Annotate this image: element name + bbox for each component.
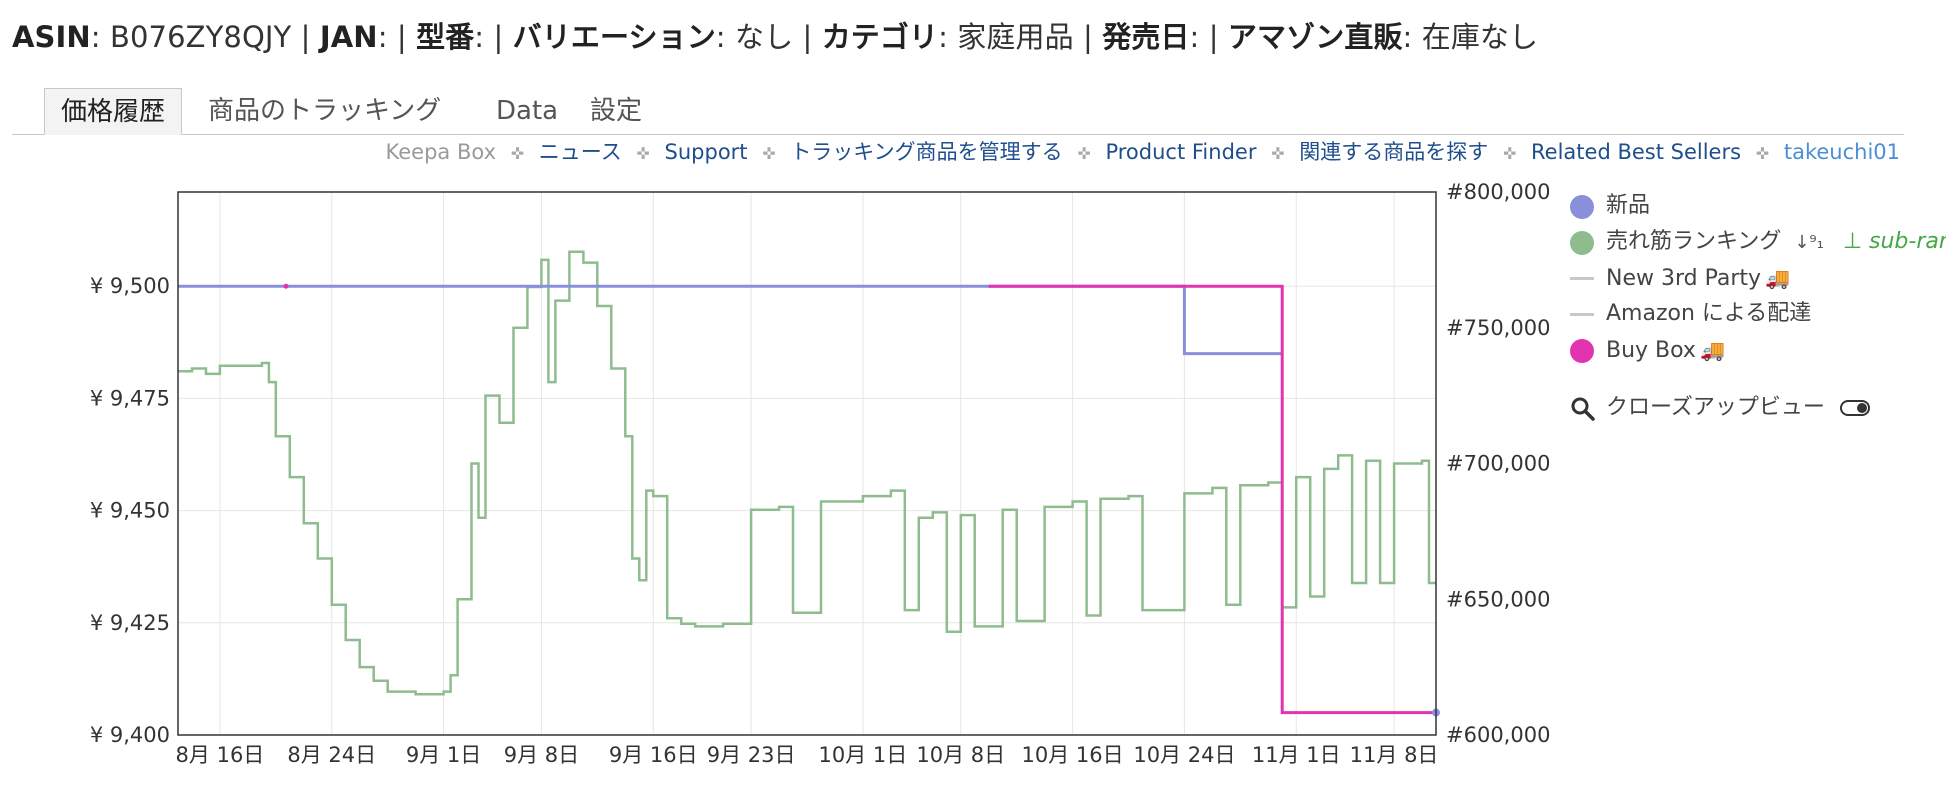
y-right-tick-label: #700,000: [1446, 452, 1550, 476]
manage-tracking-link[interactable]: トラッキング商品を管理する: [790, 140, 1063, 164]
related-products-link[interactable]: 関連する商品を探す: [1299, 140, 1489, 164]
x-tick-label: 11月 1日: [1252, 743, 1341, 767]
legend-item-amazon-fba[interactable]: Amazon による配達: [1570, 296, 1946, 332]
y-right-tick-label: #650,000: [1446, 587, 1550, 611]
sort-icon[interactable]: ↓⁹₁: [1794, 232, 1824, 253]
legend-label-new: 新品: [1606, 193, 1651, 218]
y-right-tick-label: #600,000: [1446, 723, 1550, 747]
x-tick-label: 10月 1日: [819, 743, 908, 767]
legend-swatch-buy-box: [1570, 339, 1594, 363]
tab-data[interactable]: Data: [496, 96, 559, 126]
sub-ranks-label: sub-ranks: [1869, 229, 1946, 254]
asin-value: : B076ZY8QJY |: [90, 20, 320, 54]
plot-border: [177, 191, 1437, 736]
legend-label-sales-rank: 売れ筋ランキング: [1606, 229, 1782, 254]
jan-label: JAN: [319, 20, 378, 54]
toggle-icon[interactable]: [1839, 400, 1870, 416]
jan-value: : |: [377, 20, 417, 54]
category-value: : 家庭用品 |: [938, 20, 1103, 54]
chart-legend: 新品 売れ筋ランキング ↓⁹₁ ⊥ sub-ranks New 3rd Part…: [1570, 188, 1946, 426]
legend-item-buy-box[interactable]: Buy Box 🚚: [1570, 332, 1946, 368]
tab-bar: 価格履歴 商品のトラッキング Data 設定: [12, 88, 1904, 135]
legend-item-new-3rd-party[interactable]: New 3rd Party 🚚: [1570, 260, 1946, 296]
y-left-tick-label: ¥ 9,425: [90, 611, 170, 635]
separator-icon: ✜: [636, 144, 650, 163]
x-tick-label: 9月 1日: [406, 743, 481, 767]
legend-swatch-sales-rank: [1570, 231, 1594, 255]
support-link[interactable]: Support: [664, 140, 748, 164]
x-tick-label: 9月 23日: [707, 743, 796, 767]
y-left-tick-label: ¥ 9,500: [90, 274, 170, 298]
release-value: : |: [1189, 20, 1228, 54]
variation-value: : なし |: [715, 20, 822, 54]
legend-swatch-new: [1570, 195, 1594, 219]
buy-box-point: [283, 283, 289, 289]
related-best-sellers-link[interactable]: Related Best Sellers: [1531, 140, 1742, 164]
separator-icon: ✜: [1077, 144, 1091, 163]
variation-label: バリエーション: [512, 20, 716, 54]
x-tick-label: 10月 8日: [916, 743, 1005, 767]
truck-icon: 🚚: [1699, 338, 1725, 362]
keepa-box-link[interactable]: Keepa Box: [385, 140, 496, 164]
plot-area: [178, 192, 1436, 735]
series-line-sales-rank: [178, 250, 1436, 696]
separator-icon: ✜: [1502, 144, 1517, 163]
x-tick-label: 11月 8日: [1350, 743, 1439, 767]
sub-ranks-link[interactable]: ⊥ sub-ranks: [1843, 229, 1946, 254]
y-left-tick-label: ¥ 9,400: [90, 723, 170, 747]
tab-price-history[interactable]: 価格履歴: [44, 88, 183, 135]
separator-icon: ✜: [1755, 144, 1770, 163]
separator-icon: ✜: [762, 144, 776, 163]
user-link[interactable]: takeuchi01: [1783, 140, 1900, 164]
model-value: : |: [474, 20, 513, 54]
amazon-direct-value: : 在庫なし: [1402, 20, 1539, 54]
tab-tracking[interactable]: 商品のトラッキング: [208, 96, 442, 126]
asin-label: ASIN: [12, 20, 91, 54]
y-left-tick-label: ¥ 9,450: [90, 499, 170, 523]
tab-settings[interactable]: 設定: [590, 96, 643, 126]
model-label: 型番: [416, 20, 475, 54]
sitemap-icon: ⊥: [1842, 229, 1863, 254]
news-link[interactable]: ニュース: [538, 140, 622, 164]
legend-label-amazon-fba: Amazon による配達: [1606, 301, 1812, 326]
x-tick-label: 10月 24日: [1133, 743, 1235, 767]
separator-icon: ✜: [1271, 144, 1285, 163]
truck-icon: 🚚: [1765, 266, 1790, 290]
legend-label-buy-box: Buy Box: [1606, 338, 1696, 363]
product-finder-link[interactable]: Product Finder: [1105, 140, 1257, 164]
legend-item-sales-rank[interactable]: 売れ筋ランキング ↓⁹₁ ⊥ sub-ranks: [1570, 224, 1946, 260]
amazon-direct-label: アマゾン直販: [1227, 20, 1403, 54]
legend-label-new-3rd-party: New 3rd Party: [1606, 266, 1762, 291]
x-tick-label: 9月 8日: [504, 743, 579, 767]
legend-dash-new-3rd-party: [1570, 277, 1594, 280]
series-line-new: [178, 284, 1283, 356]
closeup-view-label: クローズアップビュー: [1606, 395, 1825, 420]
release-label: 発売日: [1102, 20, 1190, 54]
closeup-view-toggle[interactable]: クローズアップビュー: [1570, 390, 1946, 426]
x-tick-label: 10月 16日: [1022, 743, 1124, 767]
y-right-tick-label: #750,000: [1446, 316, 1550, 340]
sub-navigation: Keepa Box ✜ ニュース ✜ Support ✜ トラッキング商品を管理…: [382, 136, 1904, 166]
search-icon: [1571, 397, 1595, 421]
y-left-tick-label: ¥ 9,475: [90, 386, 170, 410]
x-tick-label: 9月 16日: [609, 743, 698, 767]
product-info-line: ASIN: B076ZY8QJY | JAN: | 型番: | バリエーション:…: [12, 14, 1538, 56]
category-label: カテゴリ: [821, 20, 939, 54]
y-right-tick-label: #800,000: [1446, 180, 1550, 204]
legend-dash-amazon-fba: [1570, 313, 1594, 316]
separator-icon: ✜: [510, 144, 525, 163]
legend-item-new[interactable]: 新品: [1570, 188, 1946, 224]
x-tick-label: 8月 16日: [176, 743, 265, 767]
x-tick-label: 8月 24日: [287, 743, 376, 767]
series-line-buy-box: [988, 284, 1436, 715]
